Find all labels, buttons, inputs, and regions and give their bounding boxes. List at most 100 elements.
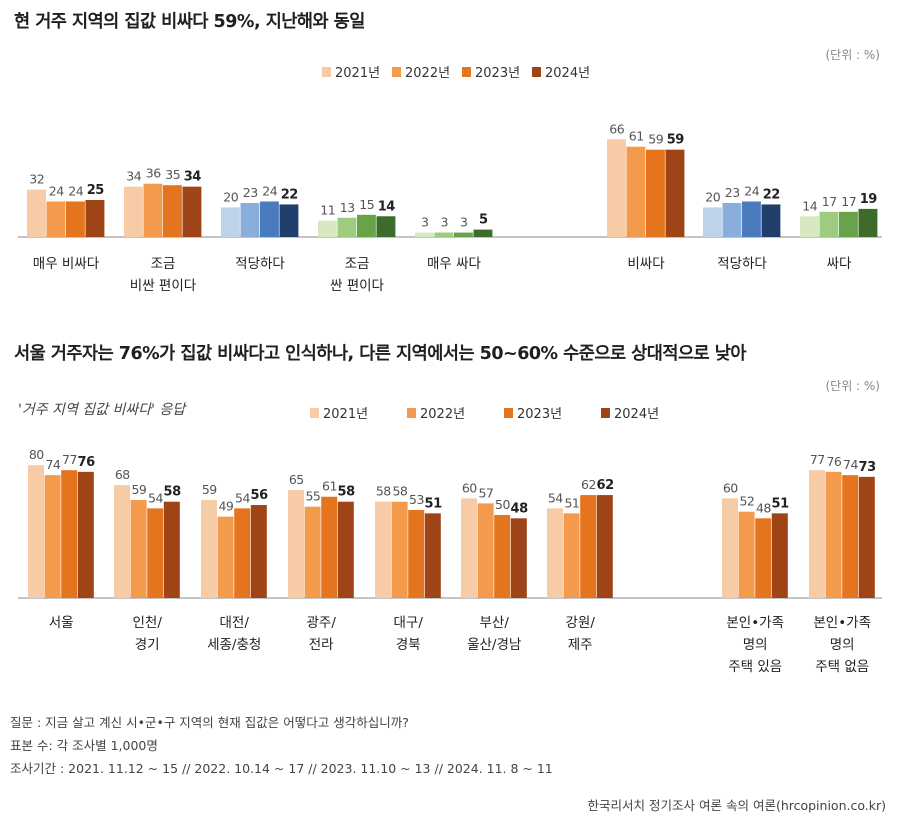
bar-7-3 [858, 208, 878, 237]
bar-7-3 [771, 513, 788, 598]
category-label-7-0: 본인•가족 [726, 615, 784, 631]
data-label-1-1: 36 [146, 166, 161, 181]
bar-4-3 [424, 513, 441, 598]
bar-0-0 [27, 189, 46, 237]
bar-7-0 [800, 216, 819, 237]
data-label-2-0: 20 [223, 189, 238, 204]
legend-swatch-3 [601, 408, 610, 418]
category-label-0-0: 서울 [49, 615, 74, 631]
data-label-0-2: 24 [68, 183, 83, 198]
category-label-5-1: 울산/경남 [467, 637, 521, 653]
bar-1-1 [143, 183, 163, 237]
data-label-2-0: 59 [202, 482, 217, 497]
category-label-3-1: 싼 편이다 [330, 278, 385, 294]
data-label-7-2: 17 [841, 194, 856, 209]
bar-1-3 [163, 501, 180, 598]
bar-1-2 [147, 508, 164, 598]
bar-6-3 [596, 495, 613, 598]
legend-label-3: 2024년 [614, 407, 659, 422]
data-label-6-3: 22 [763, 187, 780, 202]
bar-8-2 [842, 475, 859, 598]
bar-2-3 [250, 505, 267, 598]
legend-label-0: 2021년 [335, 66, 380, 81]
data-label-6-1: 23 [725, 185, 740, 200]
data-label-7-3: 19 [860, 192, 878, 207]
data-label-2-1: 23 [243, 185, 258, 200]
data-label-5-3: 48 [511, 501, 529, 516]
bar-5-2 [646, 149, 665, 237]
bar-4-0 [415, 232, 434, 237]
chart2-title: 서울 거주자는 76%가 집값 비싸다고 인식하나, 다른 지역에서는 50~6… [14, 344, 746, 364]
data-label-2-3: 56 [251, 488, 269, 503]
bar-2-2 [260, 201, 279, 237]
data-label-5-2: 59 [648, 132, 663, 147]
bar-1-3 [182, 186, 202, 237]
data-label-0-0: 32 [29, 172, 44, 187]
legend-swatch-1 [407, 408, 416, 418]
bar-1-2 [163, 185, 182, 237]
bar-5-0 [461, 498, 477, 598]
data-label-0-2: 77 [62, 452, 77, 467]
data-label-6-3: 62 [597, 478, 614, 493]
data-label-4-2: 53 [409, 492, 424, 507]
legend-swatch-1 [392, 67, 401, 77]
bar-4-1 [434, 232, 454, 237]
category-label-3-0: 광주/ [307, 615, 337, 631]
bar-7-1 [819, 211, 839, 237]
data-label-5-2: 50 [495, 497, 510, 512]
bar-4-0 [375, 501, 391, 598]
bar-8-1 [825, 471, 842, 598]
legend-label-0: 2021년 [323, 407, 368, 422]
legend-label-1: 2022년 [420, 407, 465, 422]
bar-0-1 [46, 201, 66, 237]
data-label-7-2: 48 [756, 500, 771, 515]
data-label-2-2: 54 [235, 490, 250, 505]
bar-0-3 [77, 471, 94, 598]
data-label-6-1: 51 [564, 495, 579, 510]
data-label-4-3: 5 [479, 213, 488, 228]
legend-swatch-3 [532, 67, 541, 77]
bar-7-0 [722, 498, 738, 598]
data-label-8-1: 76 [826, 454, 841, 469]
bar-8-3 [858, 476, 875, 598]
category-label-2-0: 적당하다 [235, 256, 285, 272]
data-label-7-1: 52 [739, 494, 754, 509]
bar-6-0 [547, 508, 563, 598]
bar-6-2 [742, 201, 761, 237]
data-label-4-1: 3 [441, 215, 448, 230]
bar-6-1 [722, 202, 742, 237]
data-label-5-1: 61 [629, 129, 644, 144]
bar-6-3 [761, 204, 781, 237]
data-label-1-3: 34 [184, 170, 202, 185]
bar-6-0 [703, 207, 722, 237]
legend-label-3: 2024년 [545, 66, 590, 81]
bar-7-1 [738, 511, 755, 598]
category-label-4-0: 매우 싸다 [427, 256, 482, 272]
category-label-1-0: 조금 [151, 256, 176, 272]
category-label-7-2: 주택 있음 [728, 659, 782, 675]
survey-question: 질문 : 지금 살고 계신 시•군•구 지역의 현재 집값은 어떻다고 생각하십… [10, 715, 409, 730]
bar-3-0 [288, 490, 304, 598]
category-label-6-1: 제주 [568, 637, 593, 653]
category-label-4-0: 대구/ [394, 615, 424, 631]
legend-label-2: 2023년 [517, 407, 562, 422]
data-label-6-2: 62 [581, 477, 596, 492]
chart1-unit: (단위 : %) [825, 48, 880, 62]
data-label-8-0: 77 [810, 452, 825, 467]
survey-period: 조사기간 : 2021. 11.12 ~ 15 // 2022. 10.14 ~… [10, 761, 553, 776]
legend-swatch-0 [322, 67, 331, 77]
data-label-4-2: 3 [460, 215, 467, 230]
chart2-subtitle: '거주 지역 집값 비싸다' 응답 [18, 402, 186, 418]
bar-0-1 [44, 475, 61, 598]
category-label-3-0: 조금 [345, 256, 370, 272]
data-label-3-1: 55 [305, 489, 320, 504]
bar-0-2 [61, 470, 78, 598]
data-label-6-0: 54 [548, 490, 563, 505]
bar-1-0 [124, 186, 143, 237]
data-label-2-1: 49 [218, 499, 233, 514]
data-label-0-0: 80 [29, 447, 44, 462]
category-label-0-0: 매우 비싸다 [33, 256, 100, 272]
bar-4-2 [454, 232, 473, 237]
bar-3-2 [357, 214, 376, 237]
bar-5-3 [510, 518, 527, 598]
